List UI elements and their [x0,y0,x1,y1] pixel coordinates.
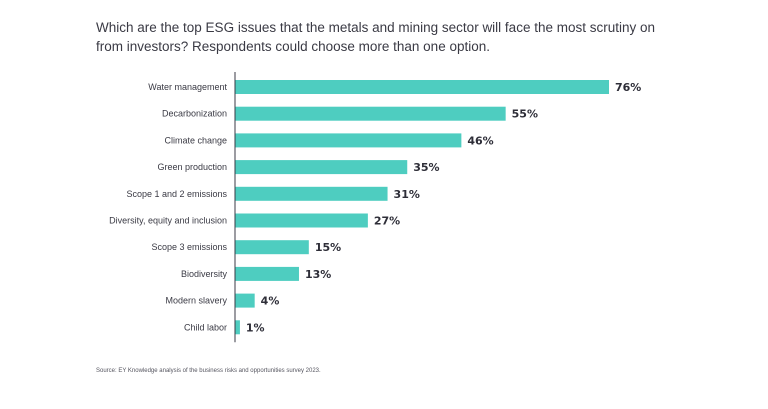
source-note: Source: EY Knowledge analysis of the bus… [96,368,321,374]
bars-layer: Water management 76% Decarbonization 55% Cli… [109,80,641,335]
data-label: 4% [261,295,280,308]
bar [235,160,408,175]
category-label: Modern slavery [165,296,227,306]
bar [235,186,388,201]
category-label: Green production [157,162,227,172]
bar [235,266,299,281]
bar [235,240,309,255]
bar [235,106,506,121]
data-label: 35% [413,161,439,174]
category-label: Decarbonization [162,109,227,119]
data-label: 15% [315,241,341,254]
category-label: Water management [148,82,227,92]
bar [235,293,255,308]
category-label: Climate change [164,135,227,145]
data-label: 55% [512,108,538,121]
data-label: 31% [394,188,420,201]
data-label: 76% [615,81,641,94]
bar [235,213,368,228]
bar [235,80,609,94]
data-label: 1% [246,321,265,334]
category-label: Biodiversity [181,269,228,279]
bar [235,133,462,148]
category-label: Child labor [184,322,227,332]
data-label: 13% [305,268,331,281]
data-label: 46% [467,134,493,147]
category-label: Diversity, equity and inclusion [109,216,227,226]
category-label: Scope 3 emissions [151,242,227,252]
chart-title: Which are the top ESG issues that the me… [96,20,656,54]
bar [235,320,240,335]
data-label: 27% [374,215,400,228]
category-label: Scope 1 and 2 emissions [126,189,227,199]
